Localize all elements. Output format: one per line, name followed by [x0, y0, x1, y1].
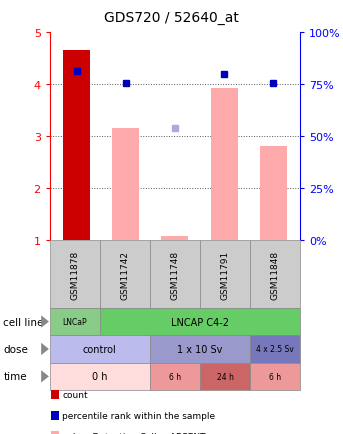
Text: LNCAP C4-2: LNCAP C4-2: [171, 317, 229, 327]
Text: 24 h: 24 h: [216, 372, 234, 381]
Text: control: control: [83, 344, 117, 354]
Text: GSM11742: GSM11742: [120, 250, 129, 299]
Text: GSM11748: GSM11748: [170, 250, 179, 299]
Bar: [113, 129, 139, 241]
Text: 6 h: 6 h: [169, 372, 181, 381]
Text: 4 x 2.5 Sv: 4 x 2.5 Sv: [256, 345, 294, 354]
Text: 6 h: 6 h: [269, 372, 281, 381]
Bar: [162, 237, 188, 241]
Text: percentile rank within the sample: percentile rank within the sample: [62, 411, 215, 420]
Text: GSM11791: GSM11791: [221, 250, 229, 299]
Text: GSM11878: GSM11878: [70, 250, 79, 299]
Text: dose: dose: [3, 344, 28, 354]
Text: value, Detection Call = ABSENT: value, Detection Call = ABSENT: [62, 432, 206, 434]
Text: 0 h: 0 h: [92, 372, 108, 381]
Text: time: time: [3, 372, 27, 381]
Text: GSM11848: GSM11848: [271, 250, 280, 299]
Text: LNCaP: LNCaP: [62, 317, 87, 326]
Text: count: count: [62, 390, 88, 399]
Bar: [260, 147, 287, 241]
Text: GDS720 / 52640_at: GDS720 / 52640_at: [104, 11, 239, 25]
Bar: [211, 89, 238, 241]
Bar: [63, 51, 90, 241]
Text: cell line: cell line: [3, 317, 44, 327]
Text: 1 x 10 Sv: 1 x 10 Sv: [177, 344, 223, 354]
